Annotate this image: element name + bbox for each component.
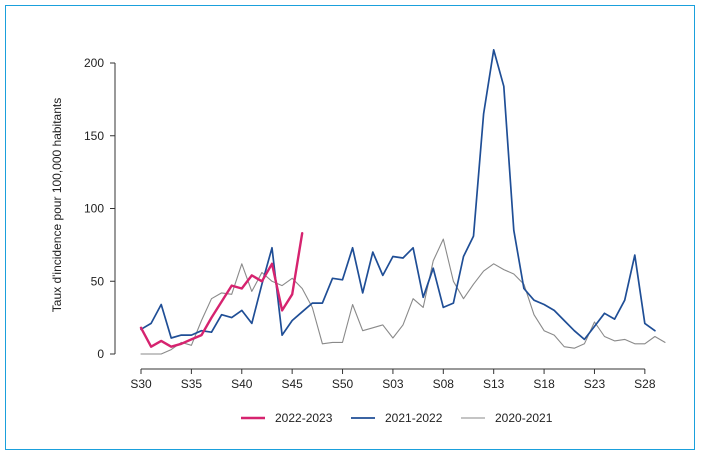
x-tick-label: S13 [483, 377, 505, 391]
x-tick-label: S40 [231, 377, 253, 391]
x-tick-label: S50 [332, 377, 354, 391]
x-tick-label: S30 [130, 377, 152, 391]
y-tick-label: 50 [91, 274, 105, 288]
x-tick-label: S03 [382, 377, 404, 391]
legend-label: 2021-2022 [385, 411, 443, 425]
series-line-2022-2023 [139, 231, 304, 348]
y-axis: 0 50 100 150 200 [84, 56, 116, 361]
series-layer [139, 49, 666, 355]
series-line-2021-2022 [140, 49, 656, 341]
x-tick-label: S08 [433, 377, 455, 391]
x-tick-label: S35 [181, 377, 203, 391]
series-line-2020-2021 [140, 238, 666, 355]
y-tick-label: 100 [84, 202, 104, 216]
x-tick-label: S28 [634, 377, 656, 391]
legend: 2022-2023 2021-2022 2020-2021 [241, 411, 553, 425]
y-tick-label: 0 [97, 347, 104, 361]
legend-label: 2020-2021 [495, 411, 553, 425]
x-tick-label: S45 [281, 377, 303, 391]
y-tick-label: 150 [84, 129, 104, 143]
x-axis: S30 S35 S40 S45 S50 S03 S08 S13 S18 S23 S28 [130, 368, 656, 391]
chart-frame [5, 5, 695, 450]
y-tick-label: 200 [84, 56, 104, 70]
y-axis-label: Taux d'incidence pour 100,000 habitants [50, 98, 64, 312]
x-tick-label: S23 [584, 377, 606, 391]
x-tick-label: S18 [533, 377, 555, 391]
legend-label: 2022-2023 [275, 411, 333, 425]
